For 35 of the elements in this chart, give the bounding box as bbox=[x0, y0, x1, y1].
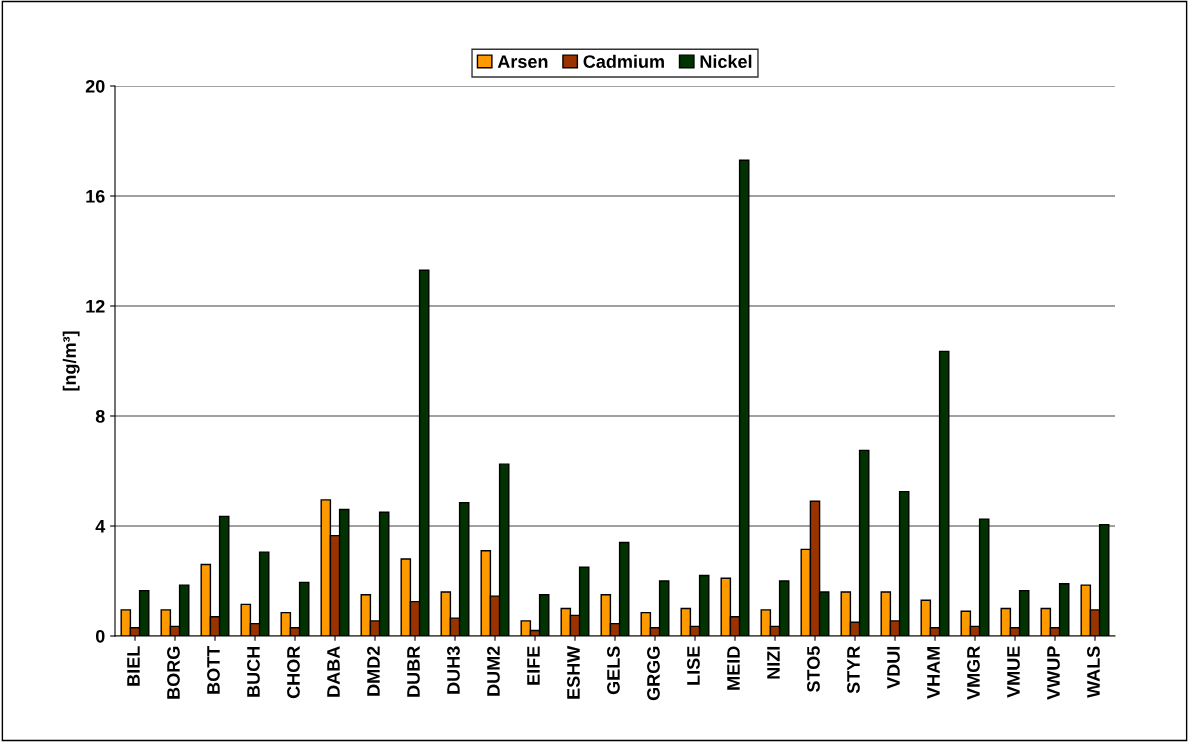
legend-label: Cadmium bbox=[583, 54, 664, 68]
x-tick-label: VMUE bbox=[1007, 646, 1020, 698]
x-tick-label: MEID bbox=[727, 646, 740, 690]
x-tick-label: BIEL bbox=[127, 646, 140, 686]
y-tick-label: 12 bbox=[86, 299, 105, 313]
x-tick-label: VDUI bbox=[887, 646, 900, 689]
x-tick-label: VHAM bbox=[927, 646, 940, 699]
y-tick-label: 16 bbox=[86, 189, 105, 203]
y-tick-label: 20 bbox=[85, 79, 105, 93]
x-tick-label: BOTT bbox=[207, 645, 220, 694]
x-tick-label: BORG bbox=[167, 646, 180, 699]
x-tick-label: STYR bbox=[847, 646, 860, 694]
y-axis-title: [ng/m³] bbox=[62, 331, 80, 391]
y-tick-label: 4 bbox=[95, 520, 106, 533]
y-tick-label: 0 bbox=[95, 629, 105, 643]
y-tick-label: 8 bbox=[95, 409, 105, 423]
legend-label: Arsen bbox=[497, 55, 548, 68]
x-tick-label: DUM2 bbox=[487, 646, 500, 696]
x-tick-label: EIFE bbox=[527, 646, 540, 685]
legend-label: Nickel bbox=[700, 54, 752, 68]
x-tick-label: DUH3 bbox=[447, 646, 460, 694]
x-tick-label: DUBR bbox=[407, 646, 420, 697]
x-tick-label: DMD2 bbox=[367, 646, 380, 696]
x-tick-label: BUCH bbox=[247, 646, 260, 697]
x-tick-label: CHOR bbox=[287, 646, 300, 699]
x-tick-label: WALS bbox=[1087, 646, 1100, 698]
x-tick-label: DABA bbox=[327, 646, 340, 697]
x-tick-label: VWUP bbox=[1047, 646, 1060, 700]
x-tick-label: STO5 bbox=[807, 646, 820, 693]
x-tick-label: LISE bbox=[687, 646, 700, 685]
x-tick-label: ESHW bbox=[567, 645, 580, 699]
x-tick-label: GRGG bbox=[647, 646, 660, 701]
x-tick-label: GELS bbox=[607, 646, 620, 695]
x-tick-label: VMGR bbox=[967, 646, 980, 700]
x-tick-label: NIZI bbox=[767, 646, 780, 679]
